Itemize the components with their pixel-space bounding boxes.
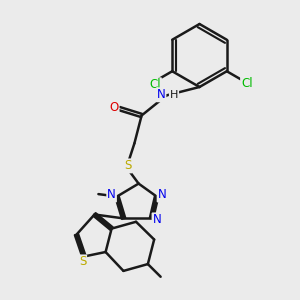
- Text: O: O: [110, 100, 118, 114]
- Text: S: S: [79, 255, 86, 268]
- Text: N: N: [107, 188, 116, 202]
- Text: S: S: [124, 159, 132, 172]
- Text: N: N: [157, 88, 166, 101]
- Text: Cl: Cl: [149, 78, 161, 91]
- Text: H: H: [170, 90, 178, 100]
- Text: Cl: Cl: [241, 77, 253, 90]
- Text: N: N: [158, 188, 166, 202]
- Text: N: N: [152, 213, 161, 226]
